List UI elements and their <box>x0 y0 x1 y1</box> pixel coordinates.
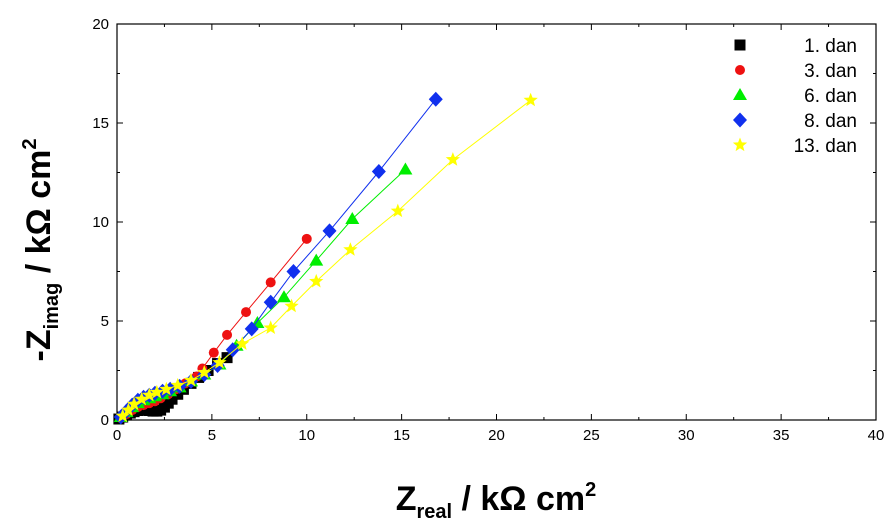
data-point <box>322 223 337 239</box>
legend-label: 8. dan <box>804 111 857 132</box>
legend-marker <box>733 112 747 128</box>
legend-item: 6. dan <box>733 86 857 107</box>
data-point <box>390 203 405 218</box>
series-4 <box>115 92 538 423</box>
series-line <box>120 98 437 418</box>
data-point <box>309 273 324 288</box>
y-axis: 0 5 10 15 20 <box>92 16 876 429</box>
legend-marker <box>734 39 746 51</box>
data-point <box>183 372 199 387</box>
data-point <box>142 387 157 402</box>
legend-item: 8. dan <box>733 111 857 132</box>
x-tick-label: 10 <box>298 427 315 444</box>
y-tick-label: 20 <box>92 16 109 33</box>
legend-marker <box>732 137 748 152</box>
data-point <box>225 342 240 358</box>
data-point <box>244 321 259 337</box>
data-point <box>241 307 252 318</box>
x-axis-title-sub: real <box>416 501 452 522</box>
y-axis-title-sup: 2 <box>19 138 41 149</box>
legend-item: 1. dan <box>734 36 857 57</box>
data-point <box>428 91 443 107</box>
legend-marker <box>735 65 745 75</box>
data-point <box>126 396 142 411</box>
data-point <box>284 298 299 313</box>
data-point <box>149 384 164 399</box>
data-point <box>212 355 227 369</box>
legend-label: 13. dan <box>794 136 857 157</box>
data-point <box>265 277 276 288</box>
data-point <box>208 347 219 358</box>
data-point <box>170 377 185 392</box>
y-tick-label: 15 <box>92 115 109 132</box>
x-axis-title: Zreal / kΩ cm2 <box>396 479 597 522</box>
y-tick-label: 0 <box>101 412 109 429</box>
data-point <box>263 294 278 310</box>
y-tick-label: 5 <box>101 313 109 330</box>
data-point <box>121 402 136 417</box>
data-point <box>309 253 324 266</box>
legend-marker <box>733 88 747 100</box>
x-tick-label: 15 <box>393 427 410 444</box>
legend-item: 3. dan <box>735 61 857 82</box>
legend: 1. dan 3. dan 6. dan 8. dan 13. dan <box>732 36 857 157</box>
data-point <box>115 408 130 423</box>
series-layer <box>113 91 538 425</box>
data-point <box>301 233 312 244</box>
data-point <box>523 92 538 107</box>
series-line <box>122 99 532 417</box>
data-point <box>197 364 212 379</box>
legend-label: 1. dan <box>804 36 857 57</box>
data-point <box>172 388 184 400</box>
data-point <box>371 164 386 180</box>
data-point <box>235 336 250 350</box>
x-axis-title-rest: / kΩ cm <box>452 480 585 518</box>
legend-label: 3. dan <box>804 61 857 82</box>
data-point <box>276 290 291 303</box>
x-tick-label: 0 <box>113 427 121 444</box>
data-point <box>221 352 233 364</box>
data-point <box>343 242 358 256</box>
legend-item: 13. dan <box>732 136 857 157</box>
x-tick-label: 5 <box>208 427 216 444</box>
data-point <box>286 264 301 279</box>
series-line <box>120 169 406 418</box>
x-tick-label: 20 <box>488 427 505 444</box>
data-point <box>134 391 149 406</box>
data-point <box>222 329 233 340</box>
y-axis-title-sub: imag <box>41 283 63 330</box>
data-point <box>159 381 174 396</box>
data-point <box>345 212 360 225</box>
x-axis: 0 5 10 15 20 25 30 35 40 <box>113 24 885 444</box>
y-axis-title-main: -Z <box>20 329 58 361</box>
x-tick-label: 25 <box>583 427 600 444</box>
x-tick-label: 40 <box>868 427 885 444</box>
y-axis-title: -Zimag / kΩ cm2 <box>19 138 63 361</box>
legend-label: 6. dan <box>804 86 857 107</box>
y-tick-label: 10 <box>92 214 109 231</box>
x-tick-label: 30 <box>678 427 695 444</box>
y-axis-title-rest: / kΩ cm <box>20 150 58 283</box>
series-3 <box>113 91 443 425</box>
x-axis-title-main: Z <box>396 480 417 518</box>
x-tick-label: 35 <box>773 427 790 444</box>
x-axis-title-sup: 2 <box>585 479 596 501</box>
data-point <box>166 393 178 405</box>
data-point <box>445 152 460 166</box>
data-point <box>398 162 413 175</box>
data-point <box>263 320 278 334</box>
